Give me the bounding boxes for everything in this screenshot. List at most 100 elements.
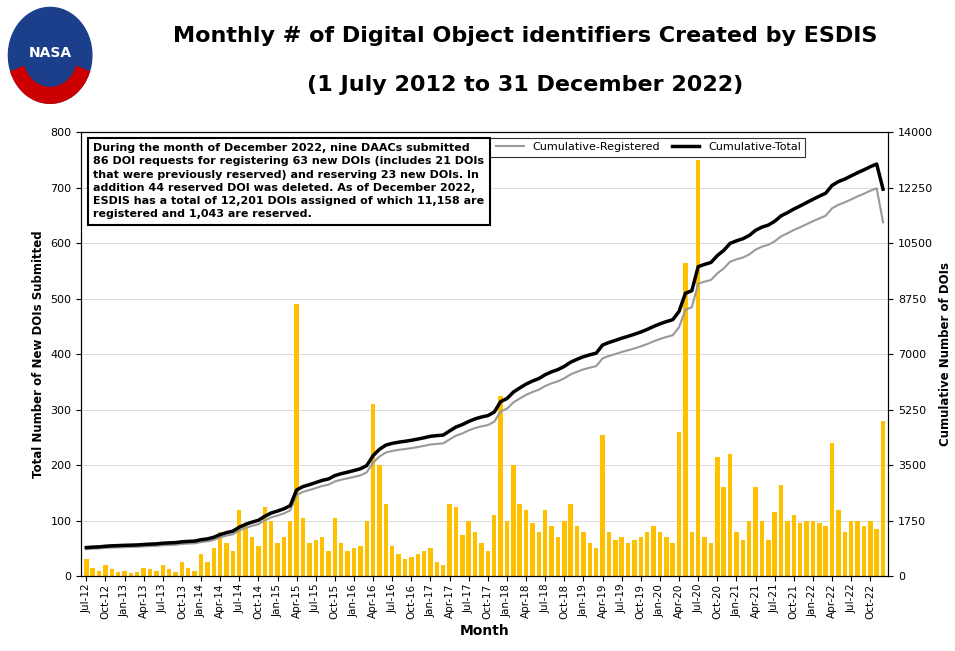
Bar <box>160 565 165 576</box>
Bar <box>435 562 439 576</box>
Bar <box>237 510 242 576</box>
X-axis label: Month: Month <box>459 624 510 639</box>
Bar <box>543 510 547 576</box>
Bar <box>91 568 95 576</box>
Bar <box>779 484 783 576</box>
Bar <box>180 562 184 576</box>
Bar <box>568 504 573 576</box>
Bar <box>518 504 522 576</box>
Bar <box>747 521 752 576</box>
Bar <box>409 557 414 576</box>
Bar <box>466 521 471 576</box>
Bar <box>766 540 771 576</box>
Bar <box>320 537 325 576</box>
Y-axis label: Total Number of New DOIs Submitted: Total Number of New DOIs Submitted <box>32 230 45 478</box>
Text: NASA: NASA <box>29 46 72 61</box>
Bar <box>346 551 350 576</box>
Bar <box>798 523 802 576</box>
Bar <box>269 521 273 576</box>
Bar <box>740 540 745 576</box>
Bar <box>479 543 483 576</box>
Bar <box>505 521 509 576</box>
Bar <box>626 543 630 576</box>
Bar <box>205 562 209 576</box>
Bar <box>422 551 426 576</box>
Legend: Submitted-New, Cumulative-Registered, Cumulative-Total: Submitted-New, Cumulative-Registered, Cu… <box>357 138 805 157</box>
Bar <box>256 546 261 576</box>
Bar <box>308 543 311 576</box>
Bar <box>601 435 605 576</box>
Bar <box>231 551 235 576</box>
Bar <box>645 532 649 576</box>
Bar <box>721 488 726 576</box>
Bar <box>861 526 866 576</box>
Bar <box>263 506 267 576</box>
Bar <box>473 532 478 576</box>
Bar <box>499 396 503 576</box>
Bar <box>537 532 541 576</box>
Bar <box>441 565 445 576</box>
Bar <box>582 532 585 576</box>
Bar <box>549 526 554 576</box>
Bar <box>358 546 363 576</box>
Bar <box>594 548 599 576</box>
Bar <box>530 523 535 576</box>
Bar <box>428 548 433 576</box>
Text: During the month of December 2022, nine DAACs submitted
86 DOI requests for regi: During the month of December 2022, nine … <box>94 143 484 219</box>
Bar <box>664 537 668 576</box>
Bar <box>658 532 662 576</box>
Wedge shape <box>11 66 90 104</box>
Bar <box>753 488 758 576</box>
Bar <box>116 572 120 576</box>
Bar <box>173 572 178 576</box>
Bar <box>396 554 401 576</box>
Bar <box>339 543 344 576</box>
Bar <box>454 506 458 576</box>
Text: Monthly # of Digital Object identifiers Created by ESDIS: Monthly # of Digital Object identifiers … <box>173 27 878 46</box>
Circle shape <box>9 7 92 104</box>
Bar <box>129 574 133 576</box>
Bar <box>760 521 764 576</box>
Bar <box>282 537 286 576</box>
Bar <box>167 570 171 576</box>
Bar <box>365 521 369 576</box>
Bar <box>313 540 318 576</box>
Bar <box>683 262 688 576</box>
Bar <box>651 526 656 576</box>
Bar <box>868 521 873 576</box>
Bar <box>199 554 203 576</box>
Bar <box>211 548 216 576</box>
Bar <box>639 537 643 576</box>
Bar <box>288 521 292 576</box>
Bar <box>141 568 146 576</box>
Bar <box>103 565 108 576</box>
Bar <box>773 512 777 576</box>
Bar <box>447 504 452 576</box>
Bar <box>122 570 127 576</box>
Bar <box>377 465 382 576</box>
Bar <box>587 543 592 576</box>
Bar <box>728 454 732 576</box>
Bar <box>804 521 809 576</box>
Text: (1 July 2012 to 31 December 2022): (1 July 2012 to 31 December 2022) <box>308 76 743 96</box>
Bar <box>817 523 821 576</box>
Bar <box>250 537 254 576</box>
Bar <box>785 521 790 576</box>
Bar <box>148 570 152 576</box>
Bar <box>709 543 713 576</box>
Bar <box>811 521 816 576</box>
Bar <box>575 526 580 576</box>
Bar <box>875 529 879 576</box>
Bar <box>384 504 388 576</box>
Bar <box>275 543 280 576</box>
Bar <box>792 515 796 576</box>
Bar <box>192 570 197 576</box>
Bar <box>670 543 675 576</box>
Bar <box>823 526 828 576</box>
Bar <box>84 559 89 576</box>
Bar <box>620 537 624 576</box>
Bar <box>351 548 356 576</box>
Bar <box>715 457 719 576</box>
Bar <box>562 521 566 576</box>
Bar <box>135 572 139 576</box>
